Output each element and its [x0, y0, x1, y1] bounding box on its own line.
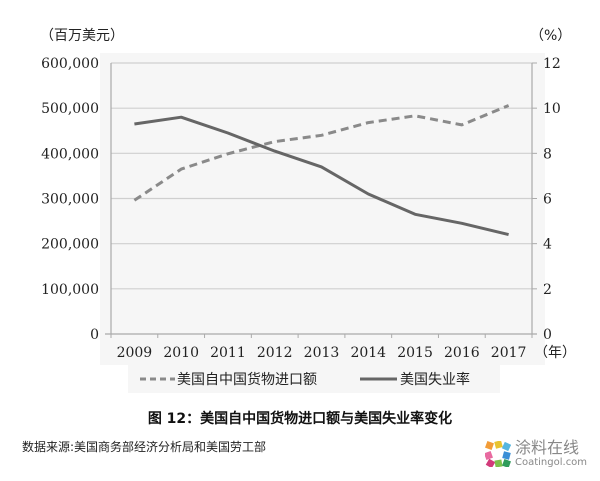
y-right-tick-label: 8 — [543, 146, 552, 162]
y-left-tick-label: 200,000 — [41, 237, 99, 253]
plot-background — [100, 53, 545, 365]
x-tick-label: 2014 — [350, 345, 386, 361]
y-right-tick-label: 4 — [543, 237, 552, 253]
x-axis-unit: （年） — [534, 345, 576, 361]
legend-label: 美国自中国货物进口额 — [177, 371, 317, 388]
y-left-tick-label: 500,000 — [41, 101, 99, 117]
x-tick-label: 2013 — [304, 345, 340, 361]
data-source: 数据来源:美国商务部经济分析局和美国劳工部 — [22, 440, 267, 454]
y-right-tick-label: 6 — [543, 192, 552, 208]
y-left-tick-label: 600,000 — [41, 56, 99, 72]
y-left-tick-label: 300,000 — [41, 192, 99, 208]
legend-label: 美国失业率 — [400, 371, 470, 388]
y-right-tick-label: 2 — [543, 282, 552, 298]
pinwheel-logo-icon — [485, 441, 511, 467]
y-right-unit: （%） — [530, 28, 571, 44]
y-right-tick-label: 10 — [543, 101, 561, 117]
x-tick-label: 2015 — [397, 345, 433, 361]
legend-background — [128, 365, 500, 393]
figure-caption: 图 12：美国自中国货物进口额与美国失业率变化 — [147, 411, 453, 427]
line-chart: 0 100,000 200,000 300,000 400,000 500,000 600,… — [40, 28, 576, 393]
series-line — [134, 115, 509, 237]
series-line — [133, 104, 510, 202]
watermark-en: Coatingol.com — [515, 457, 588, 468]
x-tick-label: 2011 — [210, 345, 246, 361]
y-right-tick-label: 0 — [543, 327, 552, 343]
x-tick-label: 2016 — [444, 345, 480, 361]
y-left-tick-label: 100,000 — [41, 282, 99, 298]
y-right-tick-label: 12 — [543, 56, 561, 72]
y-left-tick-label: 400,000 — [41, 146, 99, 162]
x-tick-label: 2017 — [491, 345, 527, 361]
x-tick-label: 2012 — [257, 345, 293, 361]
watermark-logo: 涂料在线 Coatingol.com — [485, 440, 587, 468]
x-tick-label: 2010 — [163, 345, 199, 361]
watermark-cn: 涂料在线 — [515, 438, 580, 457]
y-left-tick-label: 0 — [90, 327, 99, 343]
x-tick-label: 2009 — [117, 345, 153, 361]
y-left-unit: （百万美元） — [40, 28, 124, 44]
